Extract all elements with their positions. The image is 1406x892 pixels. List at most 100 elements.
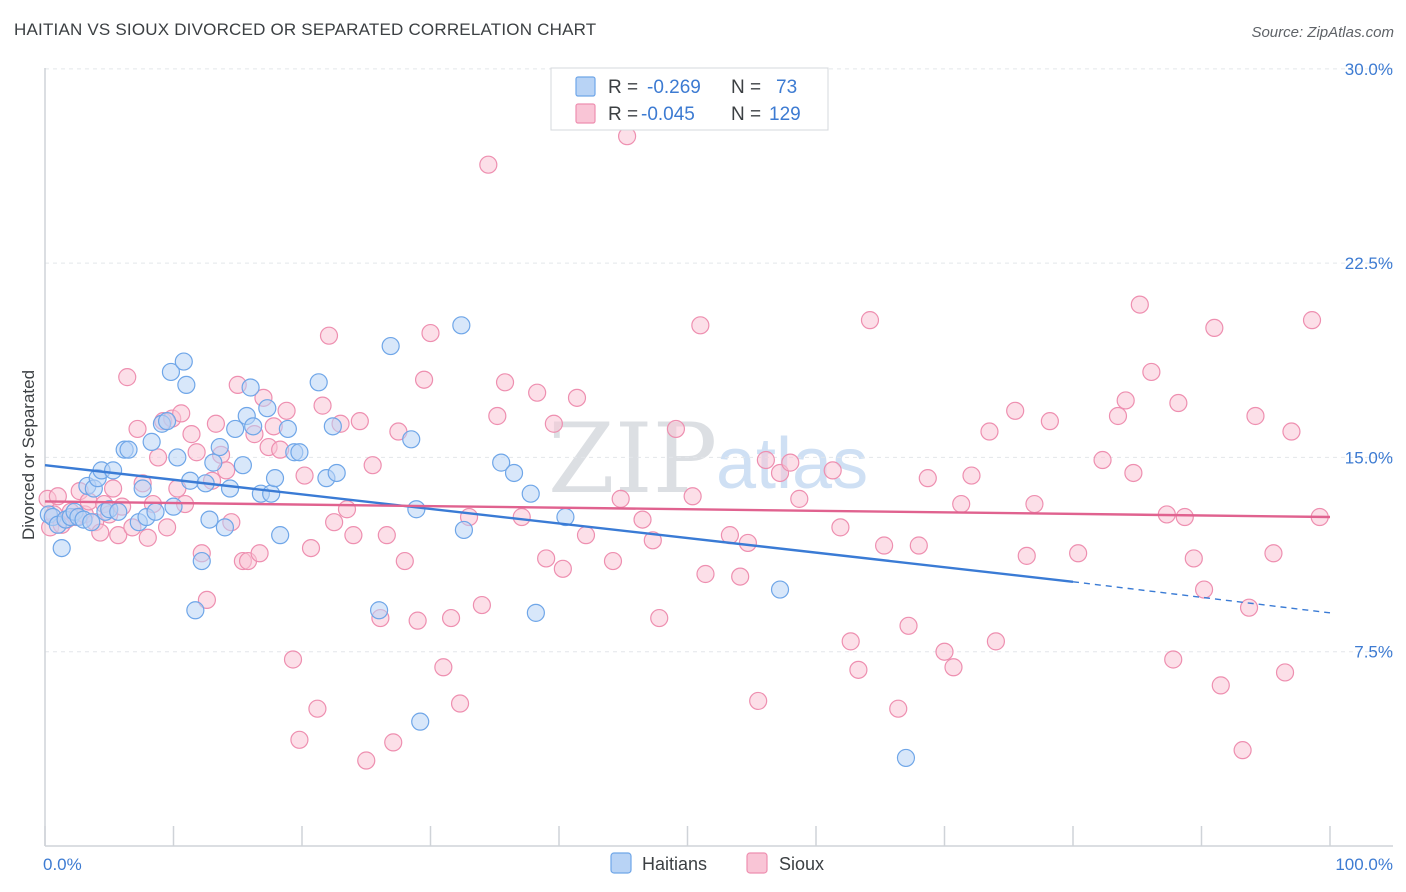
y-axis-label: Divorced or Separated xyxy=(19,370,38,540)
haitians-point xyxy=(309,373,328,392)
sioux-point xyxy=(344,526,363,545)
sioux-point xyxy=(731,567,750,586)
y-tick-labels: 7.5% 15.0% 22.5% 30.0% xyxy=(1345,60,1393,662)
sioux-point xyxy=(643,531,662,550)
haitians-point xyxy=(454,520,474,540)
legend-r-value-sioux: -0.045 xyxy=(641,104,695,125)
sioux-point xyxy=(408,611,427,630)
haitians-point xyxy=(204,453,223,472)
sioux-point xyxy=(986,632,1006,651)
sioux-point xyxy=(283,650,303,669)
sioux-point xyxy=(104,479,123,498)
sioux-point xyxy=(650,608,669,628)
sioux-point xyxy=(962,466,981,485)
sioux-point xyxy=(611,489,630,508)
sioux-point xyxy=(277,401,296,420)
sioux-point xyxy=(1124,463,1143,483)
legend-n-label-sioux: N = xyxy=(731,104,761,125)
legend-n-label-haitians: N = xyxy=(731,77,761,98)
sioux-point xyxy=(295,466,314,485)
haitians-point xyxy=(262,484,281,503)
haitians-point xyxy=(177,375,196,394)
haitians-point xyxy=(119,440,138,459)
sioux-point xyxy=(325,513,344,532)
haitians-point xyxy=(370,601,389,620)
sioux-point xyxy=(290,730,309,749)
haitians-point xyxy=(174,352,193,371)
haitians-point xyxy=(241,378,260,397)
sioux-point xyxy=(1175,507,1194,527)
sioux-point xyxy=(899,616,918,635)
sioux-point xyxy=(553,559,572,578)
bottom-legend-label-sioux: Sioux xyxy=(779,854,824,874)
sioux-point xyxy=(148,448,168,467)
sioux-point xyxy=(1069,544,1088,563)
sioux-point xyxy=(1108,406,1128,426)
sioux-point xyxy=(350,412,369,431)
haitians-point xyxy=(896,748,916,768)
series-haitians-points xyxy=(39,316,916,768)
haitians-point xyxy=(161,362,181,382)
sioux-point xyxy=(363,456,382,475)
sioux-point xyxy=(434,658,453,677)
legend-swatch-sioux xyxy=(575,103,596,124)
haitians-point xyxy=(164,497,183,516)
x-tick-marks xyxy=(44,826,1331,846)
sioux-point xyxy=(1130,295,1149,314)
haitians-point xyxy=(504,463,524,483)
y-tick-label: 7.5% xyxy=(1354,643,1393,662)
sioux-point xyxy=(738,533,757,553)
sioux-point xyxy=(841,632,860,651)
sioux-point xyxy=(1142,362,1161,382)
sioux-point xyxy=(395,551,414,571)
haitians-point xyxy=(278,419,297,439)
haitians-point xyxy=(452,316,471,335)
haitians-point xyxy=(411,712,430,731)
sioux-point xyxy=(1246,406,1265,426)
sioux-point xyxy=(691,316,710,335)
haitians-point xyxy=(133,479,152,498)
sioux-point xyxy=(495,373,515,392)
haitians-point xyxy=(215,518,234,537)
legend-swatch-haitians xyxy=(575,76,596,97)
sioux-point xyxy=(488,406,507,426)
legend-r-label-haitians: R = xyxy=(608,77,638,98)
sioux-point xyxy=(781,453,800,472)
sioux-point xyxy=(1040,412,1059,431)
x-tick-label-max: 100.0% xyxy=(1335,855,1393,874)
sioux-point xyxy=(666,419,686,439)
sioux-point xyxy=(860,311,880,330)
sioux-point xyxy=(182,425,201,444)
haitians-point xyxy=(327,463,346,483)
trend-lines xyxy=(44,464,1331,614)
sioux-point xyxy=(537,549,556,568)
sioux-point xyxy=(756,450,775,470)
sioux-point xyxy=(197,590,217,610)
sioux-point xyxy=(1302,311,1322,330)
sioux-point xyxy=(683,487,702,506)
sioux-point xyxy=(1017,546,1036,565)
sioux-point xyxy=(319,326,339,345)
haitians-point xyxy=(492,453,511,472)
sioux-point xyxy=(472,595,491,615)
sioux-point xyxy=(172,404,191,423)
y-tick-label: 22.5% xyxy=(1345,254,1393,273)
haitians-point xyxy=(52,538,71,558)
sioux-point xyxy=(479,155,498,174)
sioux-point xyxy=(1006,401,1025,420)
sioux-point xyxy=(567,388,587,407)
haitians-point xyxy=(200,510,219,529)
bottom-legend-label-haitians: Haitians xyxy=(642,854,707,874)
haitians-point xyxy=(402,430,421,449)
sioux-point xyxy=(187,443,206,462)
sioux-trend-line xyxy=(44,500,1331,519)
sioux-point xyxy=(696,564,715,584)
sioux-point xyxy=(952,494,971,514)
haitians-point xyxy=(407,500,426,519)
haitians-point xyxy=(323,417,342,436)
haitians-point xyxy=(220,479,240,498)
sioux-point xyxy=(823,461,842,480)
haitians-point xyxy=(770,580,790,599)
sioux-point xyxy=(831,518,850,537)
sioux-point xyxy=(250,544,269,563)
